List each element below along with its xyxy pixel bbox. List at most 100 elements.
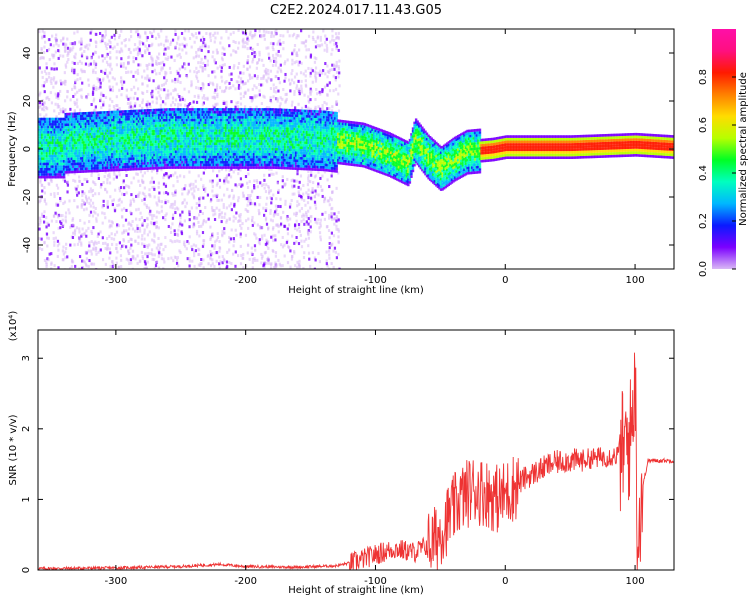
spectrogram-noise-cell: [272, 87, 276, 91]
spectrogram-noise-cell: [81, 198, 84, 202]
spectrogram-noise-cell: [332, 63, 336, 67]
spectrogram-ridge-cell: [66, 131, 69, 134]
spectrogram-ridge-cell: [66, 118, 69, 121]
spectrogram-ridge-cell: [114, 115, 117, 119]
spectrogram-ridge-cell: [64, 160, 67, 164]
spectrogram-noise-cell: [213, 244, 216, 248]
spectrogram-noise-cell: [164, 52, 167, 56]
spectrogram-ridge-cell: [125, 112, 128, 116]
spectrogram-ridge-cell: [58, 144, 61, 147]
spectrogram-noise-cell: [140, 250, 144, 254]
spectrogram-ridge-cell: [45, 141, 49, 145]
spectrogram-noise-cell: [256, 185, 259, 189]
spectrogram-noise-cell: [214, 75, 217, 79]
spectrogram-noise-cell: [302, 183, 305, 187]
spectrogram-noise-cell: [87, 92, 90, 96]
spectrogram-ridge-cell: [103, 113, 106, 117]
spectrogram-noise-cell: [146, 84, 149, 88]
spectrogram-ridge-cell: [86, 138, 89, 141]
spectrogram-noise-cell: [278, 81, 281, 85]
spectrogram-ridge-cell: [38, 117, 41, 121]
spectrogram-noise-cell: [91, 201, 95, 205]
spectrogram-ridge-cell: [92, 132, 95, 136]
spectrogram-noise-cell: [256, 61, 259, 65]
spectrogram-ridge-cell: [115, 163, 119, 166]
spectrogram-noise-cell: [157, 84, 161, 88]
spectrogram-noise-cell: [225, 86, 228, 90]
spectrogram-noise-cell: [240, 184, 243, 188]
spectrogram-noise-cell: [209, 32, 212, 36]
spectrogram-noise-cell: [45, 66, 48, 70]
spectrogram-noise-cell: [95, 247, 98, 251]
spectrogram-ridge-cell: [45, 146, 49, 150]
spectrogram-noise-cell: [297, 185, 300, 189]
spectrogram-ridge-cell: [64, 152, 67, 156]
spectrogram-noise-cell: [272, 226, 275, 230]
spectrogram-noise-cell: [92, 62, 96, 66]
spectrogram-noise-cell: [202, 239, 205, 243]
spectrogram-noise-cell: [300, 90, 304, 94]
spectrogram-noise-cell: [66, 190, 69, 194]
spectrogram-noise-cell: [228, 73, 231, 77]
spectrogram-ridge-cell: [120, 112, 123, 116]
spectrogram-noise-cell: [63, 49, 67, 53]
spectrogram-noise-cell: [50, 77, 53, 81]
spectrogram-noise-cell: [228, 204, 231, 208]
spectrogram-ridge-cell: [89, 164, 92, 168]
spectrogram-ridge-cell: [120, 118, 123, 121]
spectrogram-noise-cell: [216, 236, 220, 240]
spectrogram-noise-cell: [267, 72, 270, 76]
spectrogram-noise-cell: [71, 48, 74, 52]
spectrogram-noise-cell: [175, 69, 179, 73]
spectrogram-ridge-cell: [39, 128, 42, 131]
spectrogram-noise-cell: [131, 267, 134, 269]
spectrogram-noise-cell: [152, 239, 155, 243]
spectrogram-ridge-cell: [86, 135, 89, 139]
spectrogram-noise-cell: [167, 55, 170, 59]
spectrogram-noise-cell: [43, 191, 47, 195]
spectrogram-noise-cell: [295, 60, 298, 64]
spectrogram-noise-cell: [55, 183, 59, 187]
spectrogram-ridge-cell: [98, 158, 102, 162]
spectrogram-ridge-cell: [64, 155, 67, 158]
spectrogram-ridge-cell: [90, 116, 94, 120]
spectrogram-noise-cell: [179, 103, 182, 107]
spectrogram-ridge-cell: [55, 130, 58, 134]
spectrogram-ridge-cell: [87, 151, 91, 155]
spectrogram-noise-cell: [74, 56, 77, 60]
spectrogram-ridge-cell: [84, 156, 88, 160]
spectrogram-ridge-cell: [73, 133, 77, 137]
spectrogram-noise-cell: [74, 264, 77, 268]
spectrogram-ridge-cell: [76, 136, 80, 139]
spectrogram-noise-cell: [81, 259, 84, 263]
spectrogram-noise-cell: [261, 58, 264, 62]
spectrogram-ridge-cell: [108, 142, 111, 146]
spectrogram-ridge-cell: [90, 138, 94, 141]
spectrogram-noise-cell: [311, 80, 314, 84]
spectrogram-noise-cell: [311, 187, 314, 191]
spectrogram-noise-cell: [106, 200, 109, 204]
spectrogram-ridge-cell: [94, 161, 97, 165]
spectrogram-noise-cell: [128, 262, 131, 266]
spectrogram-ridge-cell: [95, 135, 99, 138]
spectrogram-ridge-cell: [50, 133, 53, 137]
spectrogram-noise-cell: [330, 262, 333, 266]
spectrogram-ridge-cell: [114, 147, 117, 151]
spectrogram-noise-cell: [260, 83, 263, 87]
spectrogram-noise-cell: [300, 207, 304, 211]
spectrogram-noise-cell: [101, 205, 104, 209]
spectrogram-noise-cell: [63, 99, 67, 103]
spectrogram-ridge-cell: [53, 154, 56, 158]
spectrogram-ridge-cell: [44, 123, 47, 126]
spectrogram-noise-cell: [251, 58, 255, 62]
spectrogram-noise-cell: [327, 229, 331, 233]
spectrogram-ridge-cell: [45, 149, 49, 153]
spectrogram-noise-cell: [118, 173, 121, 177]
spectrogram-noise-cell: [309, 219, 312, 223]
spectrogram-ridge-cell: [47, 154, 50, 158]
spectrogram-noise-cell: [260, 261, 263, 265]
spectrogram-noise-cell: [212, 33, 215, 37]
spectrogram-noise-cell: [101, 211, 104, 215]
spectrogram-noise-cell: [232, 49, 235, 53]
spectrogram-noise-cell: [215, 206, 218, 210]
